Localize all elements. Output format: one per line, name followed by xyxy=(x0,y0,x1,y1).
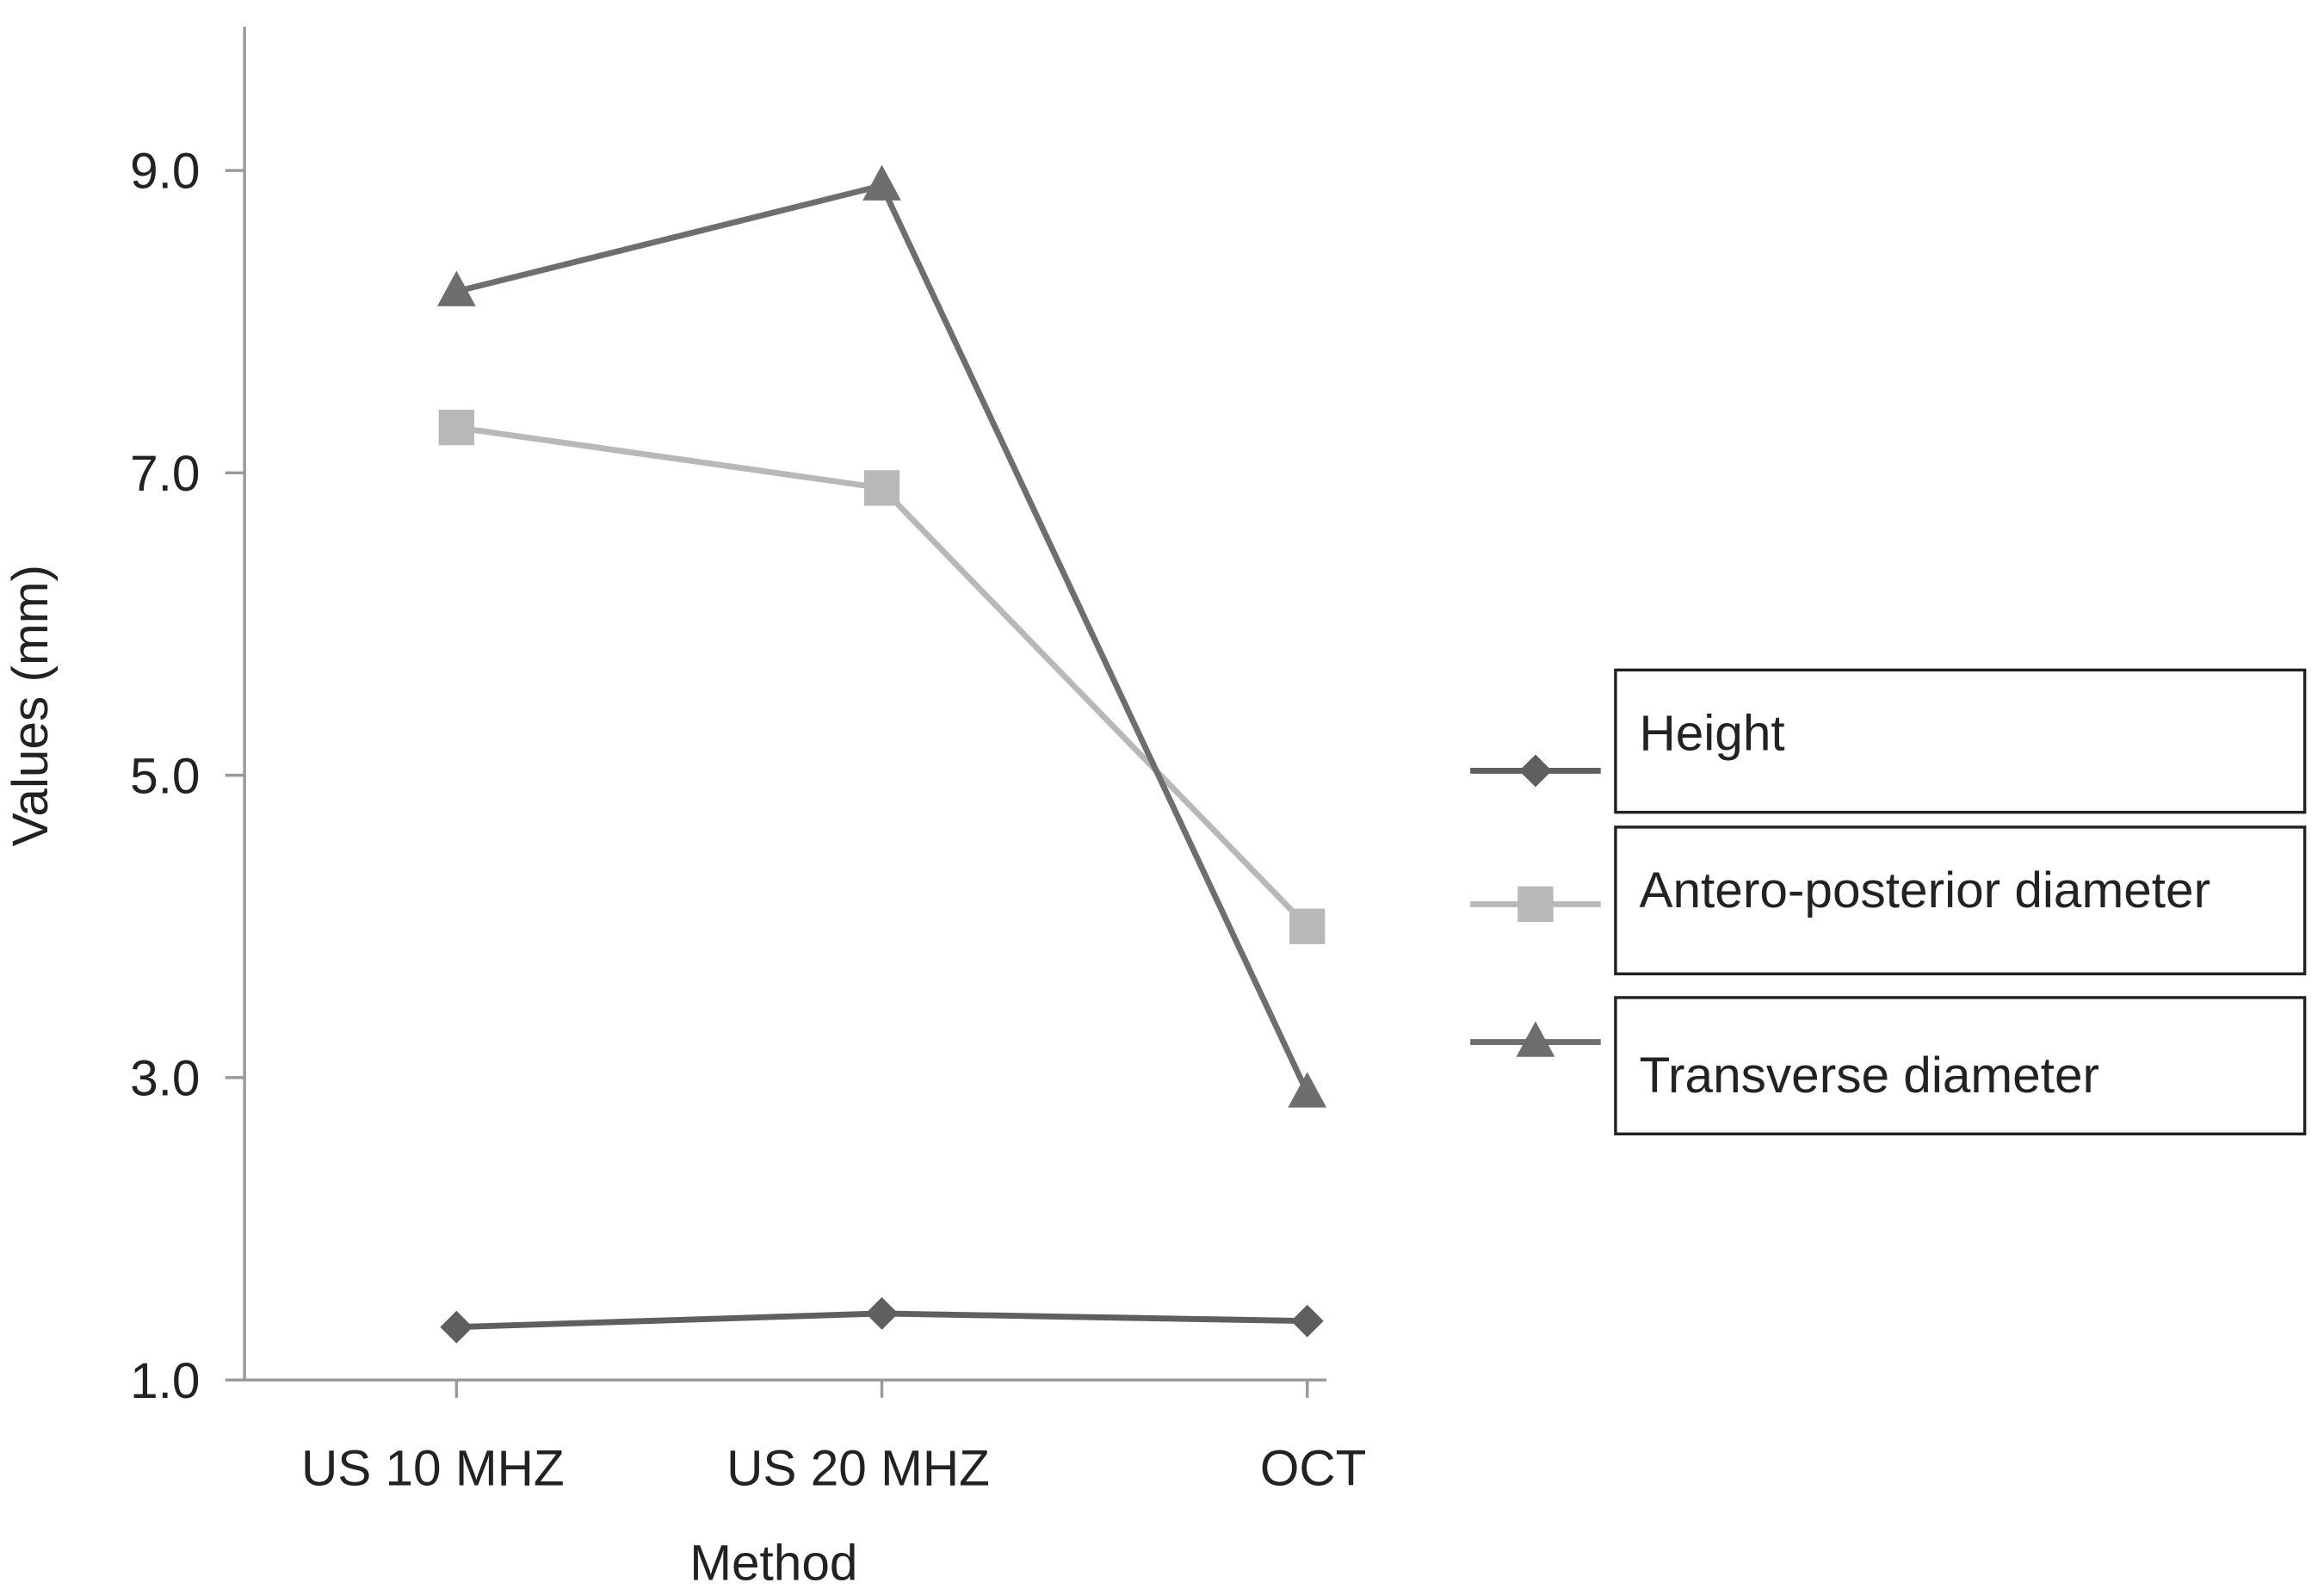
y-tick-label: 7.0 xyxy=(130,446,200,502)
data-point xyxy=(862,164,901,201)
data-point xyxy=(1290,1304,1324,1338)
legend-item: Antero-posterior diameter xyxy=(1470,825,2307,976)
legend-label: Antero-posterior diameter xyxy=(1639,863,2210,918)
x-tick-label: US 20 MHZ xyxy=(726,1440,990,1496)
y-tick-label: 9.0 xyxy=(130,144,200,200)
y-tick-label: 3.0 xyxy=(130,1051,200,1107)
legend-item: Transverse diameter xyxy=(1470,996,2307,1136)
legend-marker xyxy=(1516,1021,1555,1057)
series-antero-posterior-diameter xyxy=(438,409,1326,944)
legend-marker xyxy=(1517,886,1554,923)
legend-box xyxy=(1614,825,2307,976)
y-tick-label: 1.0 xyxy=(130,1353,200,1409)
series-line xyxy=(455,182,1310,1094)
legend-label: Height xyxy=(1639,705,1784,761)
legend-item: Height xyxy=(1470,668,2307,814)
data-point xyxy=(1288,1072,1327,1108)
legend-box xyxy=(1614,996,2307,1136)
legend: Height Antero-posterior diameter Transvers… xyxy=(1470,668,2307,1136)
data-point xyxy=(438,409,475,446)
series-height xyxy=(440,1296,1324,1344)
x-tick-label: OCT xyxy=(1260,1440,1367,1496)
legend-box xyxy=(1614,668,2307,814)
y-axis-label: Values (mm) xyxy=(3,565,59,846)
data-point xyxy=(865,1296,899,1330)
data-point xyxy=(863,470,900,506)
axes xyxy=(243,27,1327,1382)
y-tick-label: 5.0 xyxy=(130,748,200,804)
data-point xyxy=(440,1310,473,1344)
data-point xyxy=(1289,908,1326,944)
data-point xyxy=(436,270,476,306)
series-transverse-diameter xyxy=(436,164,1327,1108)
x-axis-label: Method xyxy=(689,1536,857,1589)
legend-label: Transverse diameter xyxy=(1639,1048,2099,1104)
x-tick-label: US 10 MHZ xyxy=(301,1440,565,1496)
legend-marker xyxy=(1518,754,1552,788)
